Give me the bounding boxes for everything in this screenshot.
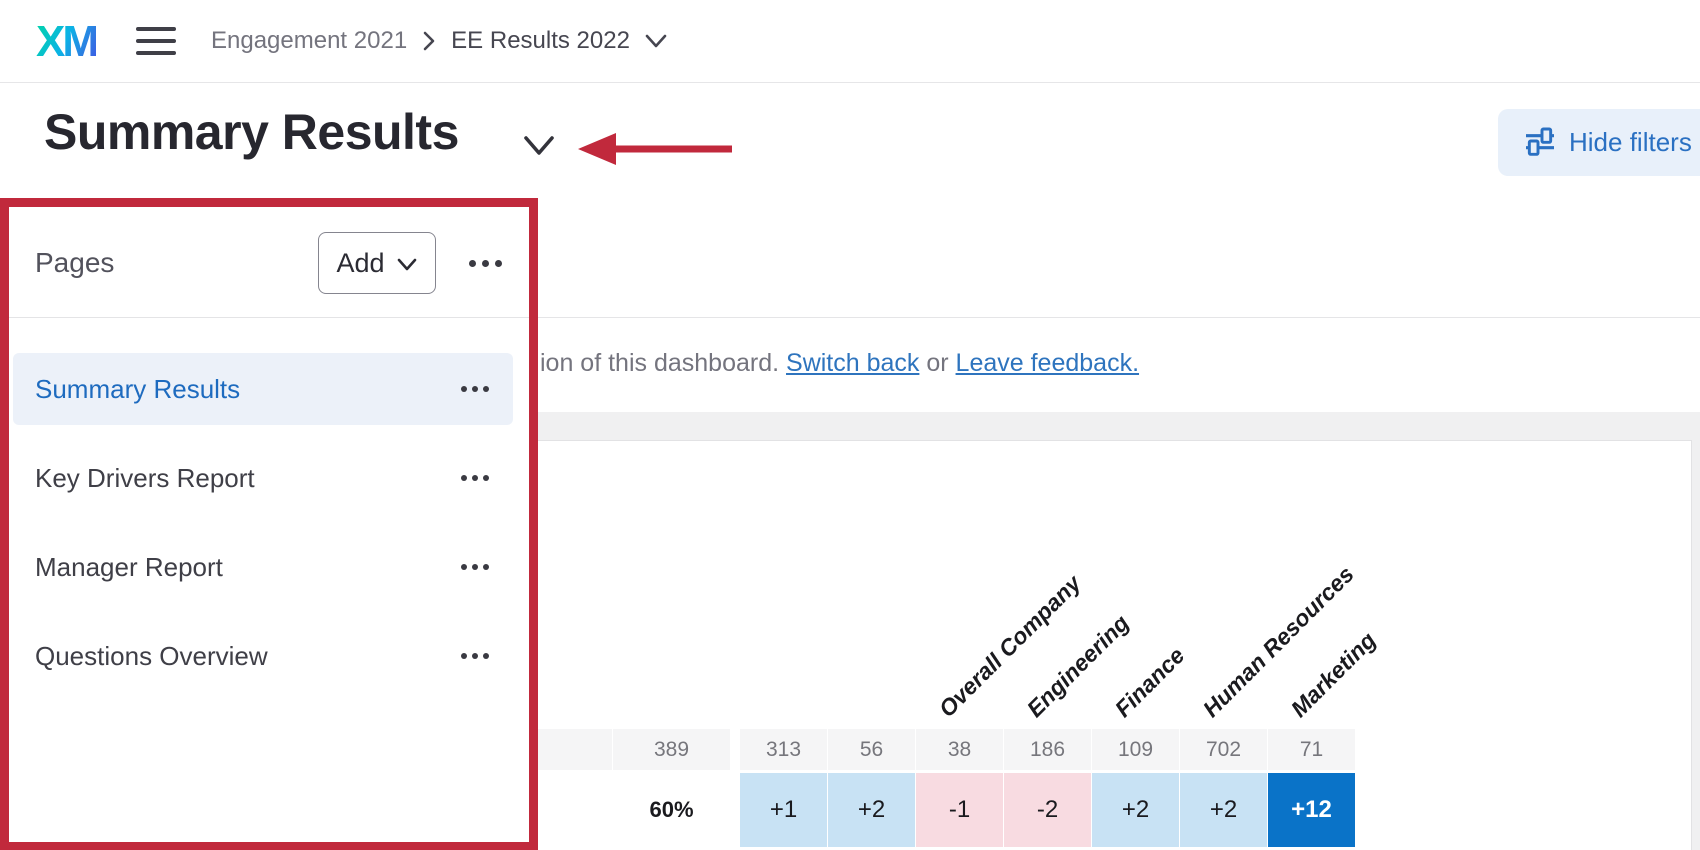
- delta-cell: -2: [1004, 773, 1091, 847]
- score-table: 389 313 56 38 186 109 702 71 60% +1 +2 -…: [500, 729, 1355, 847]
- hide-filters-label: Hide filters: [1569, 127, 1692, 157]
- delta-cell: +2: [1092, 773, 1179, 847]
- chevron-down-icon: [396, 248, 418, 279]
- page-item-key-drivers-report[interactable]: Key Drivers Report: [13, 442, 513, 514]
- hide-filters-button[interactable]: Hide filters: [1498, 109, 1700, 176]
- count-cell: 38: [916, 729, 1003, 770]
- page-title: Summary Results: [44, 104, 459, 160]
- delta-cell: +1: [740, 773, 827, 847]
- breadcrumb-current[interactable]: EE Results 2022: [451, 27, 630, 54]
- count-cell: 186: [1004, 729, 1091, 770]
- page-item-summary-results[interactable]: Summary Results: [13, 353, 513, 425]
- count-cell: 71: [1268, 729, 1355, 770]
- add-page-button[interactable]: Add: [318, 232, 436, 294]
- breadcrumb-parent[interactable]: Engagement 2021: [211, 27, 408, 54]
- notice-connector: or: [926, 349, 949, 377]
- page-item-options-button[interactable]: [459, 558, 491, 576]
- breadcrumb: Engagement 2021 EE Results 2022: [211, 0, 668, 82]
- page-item-options-button[interactable]: [459, 469, 491, 487]
- delta-cell: +2: [828, 773, 915, 847]
- page-item-options-button[interactable]: [459, 380, 491, 398]
- annotation-arrow-icon: [578, 133, 732, 165]
- section-divider: [0, 317, 1700, 318]
- count-cell: 109: [1092, 729, 1179, 770]
- page-item-questions-overview[interactable]: Questions Overview: [13, 620, 513, 692]
- switch-back-link[interactable]: Switch back: [786, 349, 920, 377]
- panel-divider: [9, 317, 529, 318]
- delta-cell: -1: [916, 773, 1003, 847]
- delta-cell: +2: [1180, 773, 1267, 847]
- page-item-options-button[interactable]: [459, 647, 491, 665]
- count-cell: 702: [1180, 729, 1267, 770]
- count-cell: 313: [740, 729, 827, 770]
- chevron-down-icon[interactable]: [644, 33, 668, 49]
- notice-text: ion of this dashboard.: [540, 349, 780, 377]
- version-notice: ion of this dashboard. Switch back or Le…: [540, 349, 1139, 378]
- menu-icon[interactable]: [136, 27, 176, 55]
- count-cell: 56: [828, 729, 915, 770]
- top-bar: XM Engagement 2021 EE Results 2022: [0, 0, 1700, 83]
- count-cell: 389: [613, 729, 730, 770]
- pages-options-button[interactable]: [454, 232, 516, 294]
- delta-cell: +12: [1268, 773, 1355, 847]
- page-list: Summary Results Key Drivers Report Manag…: [13, 353, 513, 692]
- pages-panel-title: Pages: [35, 247, 115, 278]
- column-gap: [731, 729, 739, 770]
- filters-icon: [1524, 125, 1556, 160]
- page-item-manager-report[interactable]: Manager Report: [13, 531, 513, 603]
- xm-logo[interactable]: XM: [36, 17, 99, 66]
- chevron-right-icon: [421, 30, 437, 52]
- add-page-label: Add: [336, 247, 385, 278]
- overall-score-cell: 60%: [613, 773, 730, 847]
- title-chevron-down-icon[interactable]: [521, 131, 557, 164]
- pages-panel: Pages Add Summary Results Key Drivers Re…: [0, 198, 538, 850]
- column-gap: [731, 773, 739, 847]
- leave-feedback-link[interactable]: Leave feedback.: [955, 349, 1140, 377]
